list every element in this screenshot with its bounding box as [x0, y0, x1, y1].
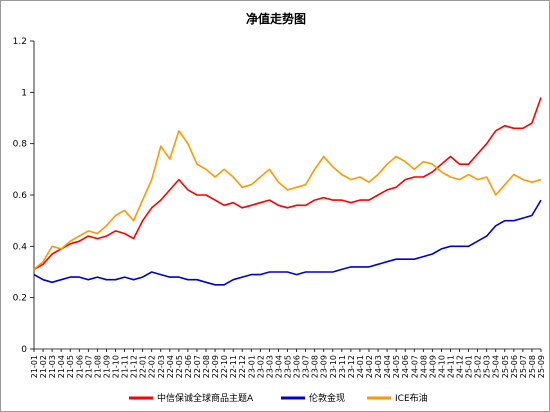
x-tick-label: 23-02 — [256, 355, 265, 378]
x-tick-label: 21-07 — [84, 355, 93, 378]
x-tick-label: 21-08 — [93, 355, 102, 378]
x-tick-label: 22-07 — [193, 355, 202, 378]
x-tick-label: 23-10 — [329, 355, 338, 378]
x-tick-label: 25-04 — [492, 355, 501, 378]
y-axis: 0 0.2 0.4 0.6 0.8 1 1.2 — [13, 37, 35, 355]
x-tick-label: 22-03 — [157, 355, 166, 378]
x-tick-label: 22-06 — [184, 355, 193, 378]
x-tick-label: 24-10 — [437, 355, 446, 378]
x-tick-label: 24-11 — [446, 355, 455, 378]
x-tick-label: 23-12 — [347, 355, 356, 378]
x-tick-label: 23-06 — [293, 355, 302, 378]
y-tick-label: 1 — [21, 88, 27, 98]
x-tick-label: 25-01 — [465, 355, 474, 378]
legend: 中信保诚全球商品主题A 伦敦金现 ICE布油 — [129, 392, 428, 404]
legend-label-1: 中信保诚全球商品主题A — [157, 392, 254, 404]
x-tick-label: 24-09 — [428, 355, 437, 378]
x-tick-label: 23-09 — [320, 355, 329, 378]
x-tick-label: 21-12 — [130, 355, 139, 378]
x-tick-label: 22-11 — [229, 355, 238, 378]
x-tick-label: 22-10 — [220, 355, 229, 378]
x-tick-label: 23-07 — [302, 355, 311, 378]
x-tick-label: 21-01 — [30, 355, 39, 378]
x-tick-label: 24-06 — [401, 355, 410, 378]
series-line-1 — [33, 97, 542, 271]
x-tick-label: 21-11 — [121, 355, 130, 378]
x-tick-label: 24-08 — [419, 355, 428, 378]
x-tick-label: 22-04 — [166, 355, 175, 378]
x-tick-label: 21-09 — [102, 355, 111, 378]
x-tick-label: 24-01 — [356, 355, 365, 378]
x-tick-label: 24-07 — [410, 355, 419, 378]
x-tick-label: 24-02 — [365, 355, 374, 378]
x-tick-label: 25-02 — [474, 355, 483, 378]
y-tick-label: 0.8 — [13, 140, 28, 150]
x-tick-label: 23-01 — [247, 355, 256, 378]
x-tick-label: 23-04 — [274, 355, 283, 378]
x-tick-label: 23-08 — [311, 355, 320, 378]
x-tick-label: 24-04 — [383, 355, 392, 378]
x-tick-label: 21-04 — [57, 355, 66, 378]
x-tick-label: 24-05 — [392, 355, 401, 378]
x-tick-label: 21-02 — [39, 355, 48, 378]
x-tick-label: 25-06 — [510, 355, 519, 378]
y-tick-label: 1.2 — [13, 37, 27, 47]
x-tick-label: 23-11 — [338, 355, 347, 378]
x-tick-label: 24-03 — [374, 355, 383, 378]
x-tick-label: 25-09 — [537, 355, 546, 378]
x-tick-label: 21-03 — [48, 355, 57, 378]
y-tick-label: 0 — [21, 345, 27, 355]
x-tick-label: 21-05 — [66, 355, 75, 378]
y-tick-label: 0.6 — [13, 191, 28, 201]
series-line-2 — [33, 199, 542, 286]
x-tick-label: 22-02 — [148, 355, 157, 378]
x-tick-label: 22-01 — [139, 355, 148, 378]
x-tick-label: 22-05 — [175, 355, 184, 378]
x-tick-label: 24-12 — [456, 355, 465, 378]
chart-title: 净值走势图 — [246, 11, 306, 26]
series-line-3 — [33, 130, 542, 271]
y-tick-label: 0.2 — [13, 294, 27, 304]
x-tick-label: 25-03 — [483, 355, 492, 378]
x-tick-label: 23-05 — [284, 355, 293, 378]
x-tick-label: 22-09 — [211, 355, 220, 378]
x-tick-label: 21-10 — [111, 355, 120, 378]
y-tick-label: 0.4 — [13, 242, 28, 252]
x-tick-label: 22-12 — [238, 355, 247, 378]
legend-label-2: 伦敦金现 — [309, 392, 345, 404]
x-tick-label: 25-07 — [519, 355, 528, 378]
x-axis: 21-01 21-02 21-03 21-04 21-05 21-06 21-07 21-08… — [30, 348, 546, 378]
x-tick-label: 25-08 — [528, 355, 537, 378]
x-tick-label: 25-05 — [501, 355, 510, 378]
x-tick-label: 22-08 — [202, 355, 211, 378]
plot-area — [33, 97, 542, 286]
x-tick-label: 23-03 — [265, 355, 274, 378]
legend-label-3: ICE布油 — [395, 392, 428, 404]
x-tick-label: 21-06 — [75, 355, 84, 378]
